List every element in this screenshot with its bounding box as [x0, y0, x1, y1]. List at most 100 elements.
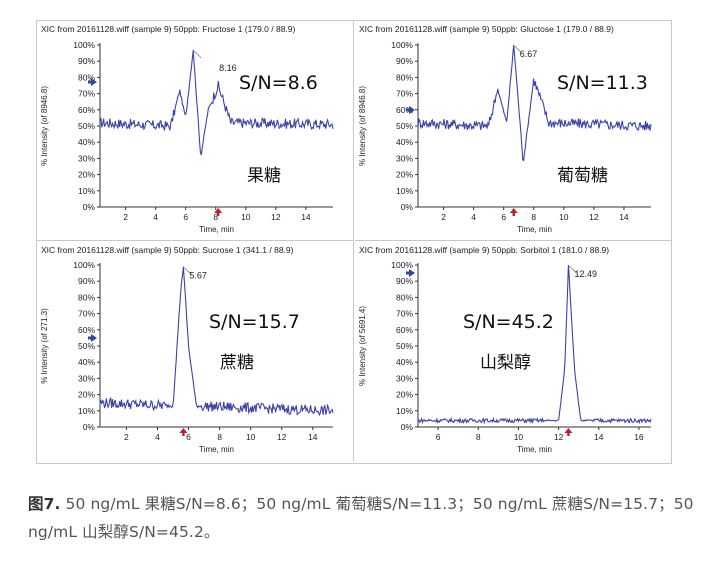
x-tick-label: 2 [124, 432, 129, 442]
peak-label: 12.49 [574, 269, 597, 279]
y-tick-label: 90% [78, 56, 95, 66]
y-tick-label: 90% [78, 276, 95, 286]
signal-to-noise-label: S/N=45.2 [463, 311, 554, 333]
signal-to-noise-label: S/N=11.3 [557, 72, 648, 94]
x-tick-label: 16 [634, 432, 644, 442]
x-tick-label: 14 [301, 212, 311, 222]
chart-panel-fructose: XIC from 20161128.wiff (sample 9) 50ppb:… [37, 21, 354, 241]
peak-leader [184, 267, 192, 275]
peak-label: 8.16 [219, 63, 237, 73]
signal-to-noise-label: S/N=15.7 [209, 311, 300, 333]
y-tick-label: 0% [401, 202, 414, 212]
compound-label: 蔗糖 [220, 353, 254, 373]
series-line [417, 264, 652, 425]
series-line [99, 266, 334, 417]
y-axis-label: % Intensity (of 5691.4) [358, 306, 367, 386]
y-tick-label: 20% [78, 390, 95, 400]
y-tick-label: 90% [396, 56, 413, 66]
y-tick-label: 70% [396, 309, 413, 319]
series-line [417, 44, 652, 162]
y-tick-label: 50% [396, 341, 413, 351]
peak-leader [193, 50, 202, 59]
figure-caption: 图7. 50 ng/mL 果糖S/N=8.6；50 ng/mL 葡萄糖S/N=1… [28, 490, 698, 546]
y-tick-label: 10% [78, 406, 95, 416]
y-tick-label: 80% [78, 292, 95, 302]
chart-panel-sucrose: XIC from 20161128.wiff (sample 9) 50ppb:… [37, 242, 354, 461]
y-tick-label: 70% [78, 89, 95, 99]
peak-label: 6.67 [520, 49, 538, 59]
compound-label: 山梨醇 [480, 353, 531, 373]
chart-svg-glucose: XIC from 20161128.wiff (sample 9) 50ppb:… [358, 24, 652, 234]
x-tick-label: 14 [619, 212, 629, 222]
retention-marker-icon [509, 208, 518, 213]
x-tick-label: 4 [471, 212, 476, 222]
y-tick-label: 40% [396, 137, 413, 147]
x-tick-label: 10 [514, 432, 524, 442]
retention-marker-stem [512, 212, 515, 216]
y-tick-label: 80% [396, 292, 413, 302]
chart-title: XIC from 20161128.wiff (sample 9) 50ppb:… [41, 24, 296, 34]
y-tick-label: 10% [396, 186, 413, 196]
figure: XIC from 20161128.wiff (sample 9) 50ppb:… [36, 20, 672, 464]
x-tick-label: 6 [436, 432, 441, 442]
threshold-marker-icon [91, 334, 97, 342]
x-axis-label: Time, min [199, 445, 234, 454]
x-tick-label: 4 [155, 432, 160, 442]
retention-marker-stem [182, 432, 185, 436]
x-tick-label: 4 [153, 212, 158, 222]
threshold-marker-stem [88, 80, 92, 84]
chart-title: XIC from 20161128.wiff (sample 9) 50ppb:… [41, 245, 294, 255]
y-tick-label: 20% [396, 170, 413, 180]
x-tick-label: 14 [594, 432, 604, 442]
x-tick-label: 10 [241, 212, 251, 222]
threshold-marker-stem [88, 336, 92, 340]
y-tick-label: 50% [396, 121, 413, 131]
y-tick-label: 50% [78, 121, 95, 131]
signal-to-noise-label: S/N=8.6 [239, 72, 318, 94]
series-line [99, 49, 334, 156]
y-tick-label: 100% [391, 40, 413, 50]
y-tick-label: 30% [396, 373, 413, 383]
x-axis-label: Time, min [517, 445, 552, 454]
chart-panel-sorbitol: XIC from 20161128.wiff (sample 9) 50ppb:… [355, 242, 671, 461]
y-tick-label: 40% [396, 357, 413, 367]
chart-title: XIC from 20161128.wiff (sample 9) 50ppb:… [359, 24, 614, 34]
y-tick-label: 90% [396, 276, 413, 286]
chart-svg-sorbitol: XIC from 20161128.wiff (sample 9) 50ppb:… [358, 245, 652, 454]
y-tick-label: 60% [396, 105, 413, 115]
x-tick-label: 12 [554, 432, 564, 442]
y-tick-label: 20% [396, 390, 413, 400]
y-axis-label: % Intensity (of 271.3) [40, 308, 49, 384]
x-tick-label: 12 [589, 212, 599, 222]
y-tick-label: 10% [78, 186, 95, 196]
x-tick-label: 14 [308, 432, 318, 442]
y-tick-label: 100% [73, 260, 95, 270]
y-tick-label: 80% [396, 72, 413, 82]
y-tick-label: 60% [78, 325, 95, 335]
x-tick-label: 6 [183, 212, 188, 222]
x-axis-label: Time, min [517, 225, 552, 234]
x-tick-label: 2 [441, 212, 446, 222]
caption-label: 图7. [28, 495, 61, 513]
x-tick-label: 8 [213, 212, 218, 222]
y-tick-label: 70% [396, 89, 413, 99]
threshold-marker-stem [406, 108, 410, 112]
y-tick-label: 80% [78, 72, 95, 82]
peak-leader [569, 265, 577, 274]
threshold-marker-icon [91, 78, 97, 86]
y-tick-label: 30% [78, 373, 95, 383]
caption-text: 50 ng/mL 果糖S/N=8.6；50 ng/mL 葡萄糖S/N=11.3；… [28, 495, 694, 541]
retention-marker-icon [564, 428, 573, 433]
x-tick-label: 8 [531, 212, 536, 222]
y-tick-label: 50% [78, 341, 95, 351]
x-tick-label: 8 [217, 432, 222, 442]
peak-label: 5.67 [189, 271, 207, 281]
y-tick-label: 60% [78, 105, 95, 115]
y-tick-label: 10% [396, 406, 413, 416]
y-tick-label: 40% [78, 137, 95, 147]
y-tick-label: 30% [396, 153, 413, 163]
y-tick-label: 100% [73, 40, 95, 50]
x-tick-label: 10 [559, 212, 569, 222]
y-axis-label: % Intensity (of 8946.8) [358, 86, 367, 166]
chart-panel-glucose: XIC from 20161128.wiff (sample 9) 50ppb:… [355, 21, 671, 241]
